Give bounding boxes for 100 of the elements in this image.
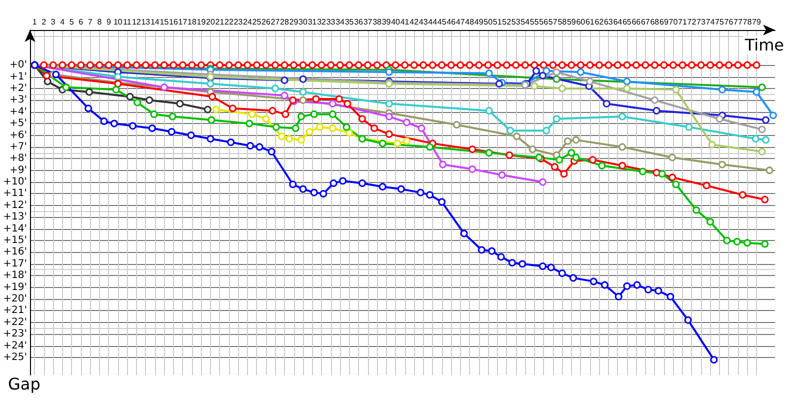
x-tick-label: 62	[594, 18, 604, 26]
y-tick-label: +16'	[3, 246, 27, 258]
x-tick-label: 78	[742, 18, 752, 26]
y-tick-label: +7'	[10, 141, 27, 152]
x-tick-label: 42	[410, 18, 420, 26]
y-tick-label: +5'	[10, 118, 27, 130]
x-tick-label: 9	[106, 18, 112, 26]
x-tick-label: 71	[678, 18, 688, 26]
y-tick-label: +13'	[3, 212, 27, 223]
y-tick-label: +17'	[3, 258, 27, 270]
x-tick-label: 30	[298, 18, 308, 26]
y-tick-label: +22'	[3, 316, 27, 328]
x-tick-label: 46	[446, 18, 456, 26]
y-tick-label: +24'	[3, 340, 27, 352]
x-tick-label: 8	[97, 18, 102, 26]
x-tick-label: 17	[178, 18, 188, 26]
x-tick-label: 11	[123, 18, 132, 26]
x-tick-label: 51	[492, 18, 502, 26]
y-tick-label: +12'	[3, 200, 27, 211]
x-tick-label: 44	[428, 18, 438, 26]
x-tick-label: 40	[391, 18, 401, 26]
x-tick-label: 45	[437, 18, 447, 26]
x-tick-label: 6	[78, 18, 84, 26]
y-tick-label: +1'	[10, 71, 27, 82]
y-tick-label: +20'	[3, 293, 27, 304]
x-tick-label: 65	[622, 18, 632, 26]
x-tick-label: 23	[234, 18, 244, 26]
x-tick-label: 32	[317, 18, 327, 26]
y-tick-label: +9'	[10, 164, 27, 176]
x-tick-label: 39	[382, 18, 392, 26]
x-tick-label: 5	[69, 18, 74, 26]
x-tick-label: 73	[696, 18, 706, 26]
x-tick-label: 38	[372, 18, 382, 26]
x-tick-label: 34	[336, 18, 346, 26]
x-tick-label: 75	[715, 18, 724, 26]
x-tick-label: 27	[270, 18, 280, 26]
x-tick-label: 64	[613, 18, 623, 26]
x-tick-label: 70	[668, 18, 678, 26]
x-tick-label: 63	[604, 18, 614, 26]
x-tick-label: 4	[60, 18, 66, 26]
x-tick-label: 18	[188, 18, 197, 26]
y-tick-label: +25'	[3, 352, 27, 363]
y-tick-label: +0'	[10, 60, 27, 71]
x-tick-label: 28	[280, 18, 290, 26]
x-tick-label: 35	[344, 18, 354, 26]
y-tick-label: +21'	[3, 305, 27, 316]
y-tick-label: +8'	[10, 153, 27, 164]
x-tick-label: 36	[354, 18, 364, 26]
x-tick-label: 7	[88, 18, 93, 26]
x-tick-label: 29	[289, 18, 299, 26]
x-tick-label: 3	[50, 18, 56, 26]
x-tick-label: 1	[32, 18, 38, 26]
x-tick-label: 43	[418, 18, 428, 26]
y-tick-label: +19'	[3, 282, 27, 293]
x-tick-label: 26	[262, 18, 271, 26]
y-axis-title: Gap	[8, 374, 40, 394]
y-tick-label: +18'	[3, 270, 27, 282]
x-tick-label: 59	[566, 18, 576, 26]
x-tick-label: 56	[539, 18, 549, 26]
x-tick-label: 10	[113, 18, 123, 26]
x-tick-label: 21	[215, 18, 225, 26]
x-tick-label: 52	[502, 18, 512, 26]
y-tick-label: +10'	[3, 176, 27, 188]
x-tick-label: 72	[687, 18, 697, 26]
x-tick-label: 61	[585, 18, 595, 26]
x-tick-label: 13	[141, 18, 151, 26]
y-tick-label: +2'	[10, 82, 27, 94]
x-tick-label: 22	[224, 18, 234, 26]
x-tick-label: 31	[308, 18, 318, 26]
x-tick-label: 66	[632, 18, 642, 26]
x-tick-label: 14	[150, 18, 160, 26]
y-tick-label: +23'	[3, 328, 27, 340]
x-tick-label: 16	[168, 18, 178, 26]
x-tick-label: 37	[363, 18, 373, 26]
x-tick-label: 47	[456, 18, 466, 26]
x-tick-label: 50	[484, 18, 494, 26]
x-tick-label: 20	[206, 18, 216, 26]
y-tick-label: +4'	[10, 106, 27, 118]
x-tick-label: 25	[252, 18, 262, 26]
x-tick-label: 19	[196, 18, 206, 26]
x-tick-label: 76	[724, 18, 734, 26]
y-tick-label: +14'	[3, 223, 27, 234]
x-tick-label: 33	[326, 18, 336, 26]
x-tick-label: 79	[752, 18, 762, 26]
y-tick-label: +11'	[3, 188, 27, 200]
x-tick-label: 12	[132, 18, 142, 26]
x-tick-label: 24	[243, 18, 252, 26]
x-tick-label: 60	[576, 18, 586, 26]
x-tick-label: 74	[706, 18, 716, 26]
x-tick-label: 53	[511, 18, 521, 26]
x-tick-label: 69	[659, 18, 669, 26]
x-tick-label: 2	[42, 18, 47, 26]
y-tick-label: +3'	[10, 94, 27, 106]
x-tick-label: 55	[530, 18, 540, 26]
x-tick-label: 41	[400, 18, 410, 26]
x-tick-label: 48	[465, 18, 475, 26]
y-tick-label: +15'	[3, 235, 27, 246]
x-tick-label: 15	[160, 18, 170, 26]
x-tick-label: 68	[650, 18, 660, 26]
x-tick-label: 67	[640, 18, 650, 26]
